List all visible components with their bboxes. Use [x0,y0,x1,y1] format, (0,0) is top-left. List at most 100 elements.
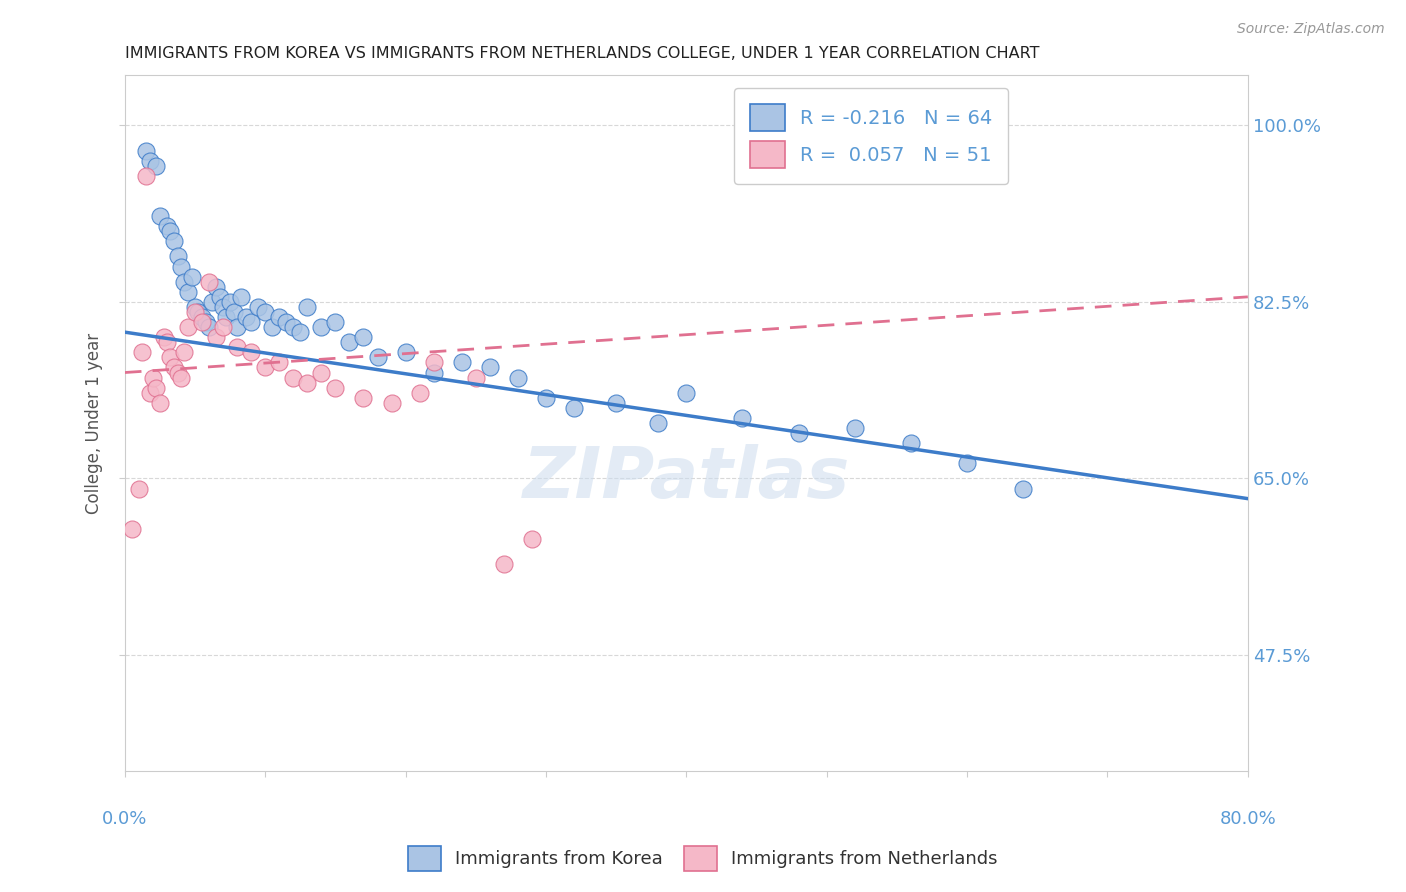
Point [956,456,979,470]
Point [128,482,150,496]
Point [156,335,179,350]
Point [177,285,200,299]
Point [464,370,486,384]
Point [181,269,204,284]
Point [290,325,312,339]
Point [240,345,263,359]
Point [492,558,515,572]
Point [170,260,193,274]
Point [142,370,165,384]
Text: 0.0%: 0.0% [103,810,148,828]
Point [339,335,361,350]
Point [226,320,249,334]
Point [1012,482,1035,496]
Point [408,385,430,400]
Point [215,310,238,324]
Point [311,366,333,380]
Point [191,315,214,329]
Point [276,315,298,329]
Point [787,425,810,440]
Point [325,381,347,395]
Point [269,355,291,369]
Point [159,351,181,365]
Point [297,300,319,314]
Point [139,385,162,400]
Point [900,436,922,450]
Point [149,396,172,410]
Point [170,370,193,384]
Point [198,275,221,289]
Point [506,370,529,384]
Point [167,250,190,264]
Text: Source: ZipAtlas.com: Source: ZipAtlas.com [1237,22,1385,37]
Point [139,153,162,168]
Y-axis label: College, Under 1 year: College, Under 1 year [86,333,103,514]
Point [520,532,543,546]
Point [212,320,235,334]
Point [534,391,557,405]
Point [121,522,143,536]
Point [224,305,246,319]
Point [195,315,218,329]
Point [394,345,416,359]
Point [191,310,214,324]
Point [254,360,277,375]
Point [184,300,207,314]
Point [173,275,195,289]
Point [262,320,284,334]
Point [212,300,235,314]
Legend: R = -0.216   N = 64, R =  0.057   N = 51: R = -0.216 N = 64, R = 0.057 N = 51 [734,88,1008,184]
Point [145,381,167,395]
Point [131,345,153,359]
Text: ZIPatlas: ZIPatlas [523,444,851,513]
Point [149,209,172,223]
Legend: Immigrants from Korea, Immigrants from Netherlands: Immigrants from Korea, Immigrants from N… [401,838,1005,879]
Point [187,305,209,319]
Text: IMMIGRANTS FROM KOREA VS IMMIGRANTS FROM NETHERLANDS COLLEGE, UNDER 1 YEAR CORRE: IMMIGRANTS FROM KOREA VS IMMIGRANTS FROM… [125,46,1039,62]
Point [422,366,444,380]
Point [201,294,224,309]
Point [167,366,190,380]
Point [450,355,472,369]
Point [135,169,157,183]
Point [145,159,167,173]
Point [153,330,176,344]
Point [297,376,319,390]
Point [478,360,501,375]
Point [283,320,305,334]
Point [159,224,181,238]
Point [205,330,228,344]
Point [156,219,179,234]
Point [353,330,375,344]
Point [380,396,402,410]
Point [231,290,253,304]
Point [844,421,866,435]
Point [163,360,186,375]
Point [325,315,347,329]
Text: 80.0%: 80.0% [1219,810,1277,828]
Point [247,300,270,314]
Point [184,305,207,319]
Point [163,235,186,249]
Point [205,279,228,293]
Point [675,385,697,400]
Point [198,320,221,334]
Point [283,370,305,384]
Point [177,320,200,334]
Point [731,411,754,425]
Point [353,391,375,405]
Point [366,351,388,365]
Point [605,396,627,410]
Point [422,355,444,369]
Point [269,310,291,324]
Point [240,315,263,329]
Point [219,294,242,309]
Point [647,416,669,430]
Point [135,144,157,158]
Point [173,345,195,359]
Point [226,340,249,354]
Point [254,305,277,319]
Point [235,310,257,324]
Point [209,290,232,304]
Point [562,401,585,415]
